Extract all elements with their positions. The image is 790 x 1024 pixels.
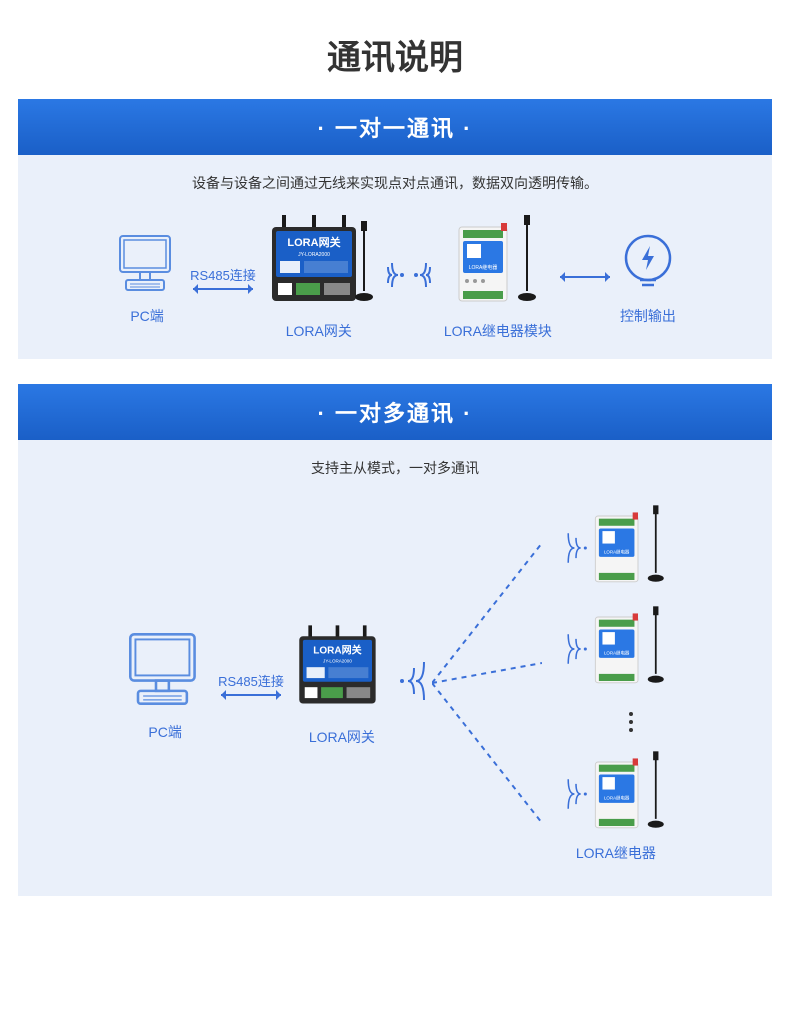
svg-text:JY-LORA2000: JY-LORA2000 bbox=[298, 252, 330, 258]
svg-text:JY-LORA2000: JY-LORA2000 bbox=[323, 659, 352, 664]
broadcast-lines bbox=[442, 503, 502, 863]
section2-header: · 一对多通讯 · bbox=[18, 384, 772, 440]
rs485-label: RS485连接 bbox=[190, 265, 256, 284]
wifi-in-icon bbox=[562, 528, 590, 568]
section2-diagram: PC端 RS485连接 bbox=[18, 498, 772, 878]
relay-icon-n: LORA继电器 bbox=[590, 749, 670, 839]
relay-item-2: LORA继电器 bbox=[562, 604, 670, 694]
gateway-icon-2: LORA网关 JY-LORA2000 bbox=[292, 619, 392, 719]
wifi-icon bbox=[384, 255, 434, 300]
pc-icon bbox=[112, 228, 182, 298]
output-connection bbox=[560, 276, 610, 278]
output-label: 控制输出 bbox=[620, 306, 676, 326]
section-one-to-many: · 一对多通讯 · 支持主从模式，一对多通讯 bbox=[18, 384, 772, 896]
pc-label-2: PC端 bbox=[148, 722, 181, 742]
gateway-node: LORA网关 JY-LORA2000 LORA网关 bbox=[264, 213, 374, 341]
pc-icon-2 bbox=[120, 624, 210, 714]
ellipsis-icon bbox=[592, 712, 670, 732]
svg-text:LORA继电器: LORA继电器 bbox=[604, 548, 630, 555]
section1-desc: 设备与设备之间通过无线来实现点对点通讯，数据双向透明传输。 bbox=[18, 173, 772, 193]
gateway-label: LORA网关 bbox=[286, 321, 352, 341]
wifi-in-icon bbox=[562, 774, 590, 814]
svg-text:LORA网关: LORA网关 bbox=[287, 235, 340, 249]
svg-text:LORA继电器: LORA继电器 bbox=[604, 794, 630, 801]
rs485-label-2: RS485连接 bbox=[218, 671, 284, 690]
gateway-label-2: LORA网关 bbox=[309, 727, 375, 747]
section-one-to-one: · 一对一通讯 · 设备与设备之间通过无线来实现点对点通讯，数据双向透明传输。 … bbox=[18, 99, 772, 359]
svg-text:LORA继电器: LORA继电器 bbox=[604, 650, 630, 657]
relay-item-n: LORA继电器 bbox=[562, 749, 670, 839]
output-icon bbox=[618, 228, 678, 298]
section2-desc: 支持主从模式，一对多通讯 bbox=[18, 458, 772, 478]
relay-node: LORA继电器 LORA继电器模块 bbox=[444, 213, 552, 341]
rs485-connection: RS485连接 bbox=[190, 265, 256, 290]
pc-label: PC端 bbox=[130, 306, 163, 326]
section1-body: 设备与设备之间通过无线来实现点对点通讯，数据双向透明传输。 PC端 bbox=[18, 155, 772, 359]
output-node: 控制输出 bbox=[618, 228, 678, 326]
rs485-connection-2: RS485连接 bbox=[218, 671, 284, 696]
relay-icon-1: LORA继电器 bbox=[590, 503, 670, 593]
relay-item-1: LORA继电器 bbox=[562, 503, 670, 593]
multi-left-group: PC端 RS485连接 bbox=[120, 619, 442, 747]
pc-node: PC端 bbox=[112, 228, 182, 326]
relay-icon: LORA继电器 bbox=[453, 213, 543, 313]
relay-icon-2: LORA继电器 bbox=[590, 604, 670, 694]
wifi-in-icon bbox=[562, 629, 590, 669]
relay-label: LORA继电器模块 bbox=[444, 321, 552, 341]
svg-text:LORA网关: LORA网关 bbox=[313, 644, 361, 657]
svg-text:LORA继电器: LORA继电器 bbox=[469, 264, 498, 271]
section2-body: 支持主从模式，一对多通讯 PC端 bbox=[18, 440, 772, 896]
multi-right-group: LORA继电器 bbox=[562, 503, 670, 863]
pc-node-2: PC端 bbox=[120, 624, 210, 742]
gateway-icon: LORA网关 JY-LORA2000 bbox=[264, 213, 374, 313]
relay-final-label: LORA继电器 bbox=[562, 843, 670, 863]
gateway-node-2: LORA网关 JY-LORA2000 LORA网关 bbox=[292, 619, 392, 747]
wifi-out-icon bbox=[396, 656, 432, 711]
section1-diagram: PC端 RS485连接 LORA bbox=[18, 213, 772, 341]
section1-header: · 一对一通讯 · bbox=[18, 99, 772, 155]
page-title: 通讯说明 bbox=[0, 0, 790, 99]
